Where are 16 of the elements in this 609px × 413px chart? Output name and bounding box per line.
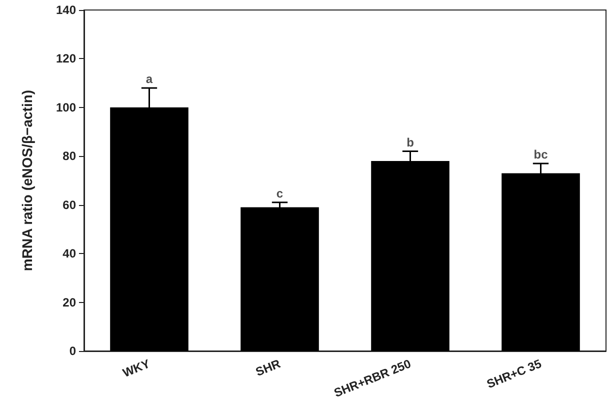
annotation: a: [146, 72, 153, 86]
annotation: b: [406, 135, 414, 150]
y-tick-label: 0: [69, 344, 76, 358]
y-tick-label: 80: [62, 149, 76, 164]
y-tick-label: 120: [56, 52, 76, 66]
x-tick-label: WKY: [120, 356, 152, 380]
y-tick-label: 140: [56, 3, 76, 17]
annotation: c: [276, 186, 284, 200]
annotation: bc: [534, 147, 548, 162]
y-tick-label: 100: [56, 100, 76, 114]
bar: [240, 207, 319, 351]
y-axis-title: mRNA ratio (eNOS/β−actin): [19, 90, 35, 272]
x-tick-label: SHR: [254, 356, 283, 379]
y-tick-label: 40: [62, 246, 76, 261]
y-tick-label: 60: [62, 198, 76, 212]
y-tick-label: 20: [62, 295, 76, 310]
